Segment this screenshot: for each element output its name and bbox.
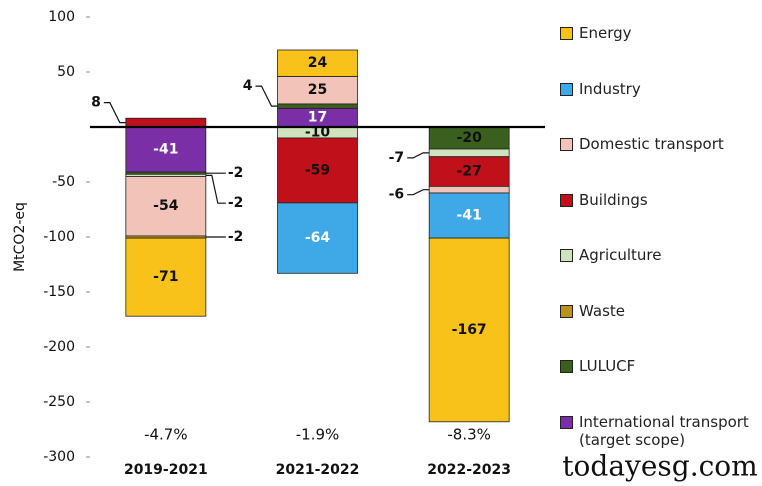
legend-entry: Buildings bbox=[560, 191, 755, 209]
value-label: -41 bbox=[457, 208, 482, 224]
value-label: -20 bbox=[457, 130, 483, 146]
value-label: -6 bbox=[389, 187, 405, 203]
legend-entry: Domestic transport bbox=[560, 135, 755, 153]
legend-entry: LULUCF bbox=[560, 357, 755, 375]
legend-swatch bbox=[560, 360, 573, 373]
legend-entry: Industry bbox=[560, 80, 755, 98]
legend-label: Energy bbox=[579, 24, 632, 42]
leader-line bbox=[407, 152, 430, 159]
legend-entry: Agriculture bbox=[560, 246, 755, 264]
bar-segment bbox=[428, 192, 510, 239]
value-label: -27 bbox=[457, 164, 482, 180]
legend-label: Waste bbox=[579, 301, 625, 320]
value-label: -64 bbox=[305, 230, 331, 246]
bar-segment bbox=[428, 237, 510, 423]
y-tick-label: -250 bbox=[43, 394, 75, 410]
legend-label: LULUCF bbox=[579, 357, 636, 375]
bar-segment bbox=[428, 156, 510, 187]
bar-segment bbox=[125, 176, 207, 237]
legend-label: Buildings bbox=[579, 190, 648, 209]
bar-segment bbox=[125, 117, 207, 128]
bar-segment bbox=[428, 185, 510, 194]
value-label: 17 bbox=[308, 110, 327, 126]
y-axis-label: MtCO2-eq bbox=[12, 202, 28, 272]
value-label: 4 bbox=[243, 78, 253, 94]
bar-segment bbox=[277, 103, 358, 109]
annotation: -4.7% bbox=[144, 426, 188, 444]
y-tick-label: -300 bbox=[43, 449, 75, 465]
legend-label: Agriculture bbox=[579, 246, 662, 264]
annotation: -8.3% bbox=[447, 426, 491, 444]
legend-entry: Waste bbox=[560, 302, 755, 320]
x-tick-label: 2022-2023 bbox=[427, 462, 511, 478]
value-label: -41 bbox=[153, 142, 178, 158]
value-label: -2 bbox=[228, 165, 244, 181]
value-label: -2 bbox=[228, 229, 244, 245]
bar-segment bbox=[277, 49, 358, 77]
value-label: -54 bbox=[153, 198, 179, 214]
legend-entry: Energy bbox=[560, 24, 755, 42]
legend-swatch bbox=[560, 82, 573, 96]
value-label: 24 bbox=[308, 55, 328, 71]
y-tick-label: -100 bbox=[43, 229, 75, 245]
legend-swatch bbox=[560, 249, 573, 262]
value-label: -7 bbox=[389, 150, 405, 166]
y-tick-label: -50 bbox=[52, 174, 75, 190]
x-tick-label: 2021-2022 bbox=[276, 462, 360, 478]
y-tick-label: -200 bbox=[43, 339, 75, 355]
value-label: -71 bbox=[153, 269, 178, 285]
value-label: -167 bbox=[452, 322, 487, 338]
annotation: -1.9% bbox=[296, 426, 340, 444]
value-label: 25 bbox=[308, 82, 327, 98]
legend-label: International transport (target scope) bbox=[579, 412, 749, 449]
bar-segment bbox=[428, 148, 510, 158]
legend-swatch bbox=[560, 304, 573, 318]
leader-line bbox=[205, 174, 226, 204]
x-tick-label: 2019-2021 bbox=[124, 462, 208, 478]
bar-segment bbox=[277, 137, 358, 204]
legend-swatch bbox=[560, 27, 573, 40]
legend-swatch bbox=[560, 193, 573, 207]
legend-swatch bbox=[560, 138, 573, 151]
y-tick-label: -150 bbox=[43, 284, 75, 300]
legend-swatch bbox=[560, 415, 573, 429]
legend-entry: International transport (target scope) bbox=[560, 413, 755, 449]
y-tick-label: 50 bbox=[57, 64, 75, 80]
value-label: -10 bbox=[305, 125, 331, 141]
leader-line bbox=[255, 85, 278, 107]
legend-label: Domestic transport bbox=[579, 135, 724, 153]
value-label: -59 bbox=[305, 162, 330, 178]
value-label: 8 bbox=[91, 95, 101, 111]
watermark: todayesg.com bbox=[562, 450, 757, 483]
legend-label: Industry bbox=[579, 79, 641, 98]
leader-line bbox=[103, 101, 126, 124]
bar-segment bbox=[125, 237, 207, 317]
value-label: -2 bbox=[228, 195, 244, 211]
leader-line bbox=[407, 189, 430, 196]
y-tick-label: 100 bbox=[48, 9, 75, 25]
bar-segment bbox=[277, 202, 358, 274]
